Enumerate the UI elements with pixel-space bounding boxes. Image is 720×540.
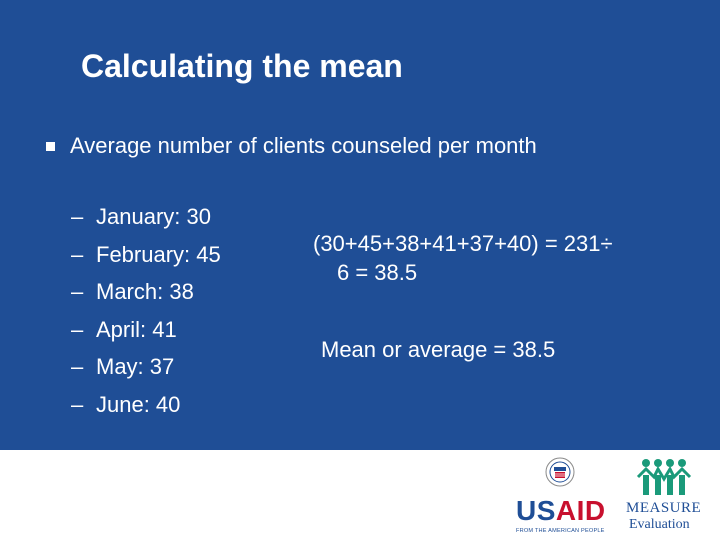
- list-item-text: February: 45: [96, 241, 221, 267]
- dash-bullet: –: [71, 279, 84, 304]
- main-bullet-text: Average number of clients counseled per …: [70, 133, 537, 158]
- list-item-text: April: 41: [96, 316, 177, 342]
- calculation-line-2: 6 = 38.5: [337, 260, 418, 285]
- usaid-logo-text: USAID: [516, 495, 606, 527]
- dash-bullet: –: [71, 241, 84, 267]
- square-bullet-icon: [46, 141, 55, 151]
- footer-logos: USAID FROM THE AMERICAN PEOPLE MEASURE E…: [510, 455, 720, 540]
- usaid-aid: AID: [555, 495, 606, 526]
- list-item-text: May: 37: [96, 354, 175, 379]
- mean-statement: Mean or average = 38.5: [321, 337, 556, 362]
- monthly-counts-list: – January: 30 – February: 45 – March: 38 – A…: [71, 198, 221, 423]
- usaid-tagline: FROM THE AMERICAN PEOPLE: [516, 528, 605, 534]
- blue-content-panel: Calculating the mean Average number of c…: [0, 0, 720, 450]
- dash-bullet: –: [71, 354, 84, 379]
- usaid-us: US: [516, 495, 556, 526]
- evaluation-logo-text: Evaluation: [629, 517, 690, 532]
- dash-bullet: –: [71, 316, 84, 342]
- calculation-line-1: (30+45+38+41+37+40) = 231÷: [313, 231, 613, 256]
- list-item-june: – June: 40: [71, 386, 221, 424]
- slide-title: Calculating the mean: [81, 48, 403, 84]
- calculation-text: (30+45+38+41+37+40) = 231÷ 6 = 38.5: [313, 229, 613, 287]
- main-bullet: Average number of clients counseled per …: [46, 133, 537, 159]
- list-item-may: – May: 37: [71, 348, 221, 386]
- list-item-text: March: 38: [96, 279, 194, 304]
- measure-logo-text: MEASURE: [626, 500, 702, 516]
- list-item-april: – April: 41: [71, 311, 221, 349]
- dash-bullet: –: [71, 391, 84, 417]
- list-item-text: June: 40: [96, 391, 181, 417]
- usaid-seal-icon: [545, 457, 575, 487]
- list-item-march: – March: 38: [71, 273, 221, 311]
- dash-bullet: –: [71, 204, 84, 229]
- list-item-january: – January: 30: [71, 198, 221, 236]
- list-item-february: – February: 45: [71, 236, 221, 274]
- list-item-text: January: 30: [96, 204, 211, 229]
- measure-people-icon: [636, 459, 692, 495]
